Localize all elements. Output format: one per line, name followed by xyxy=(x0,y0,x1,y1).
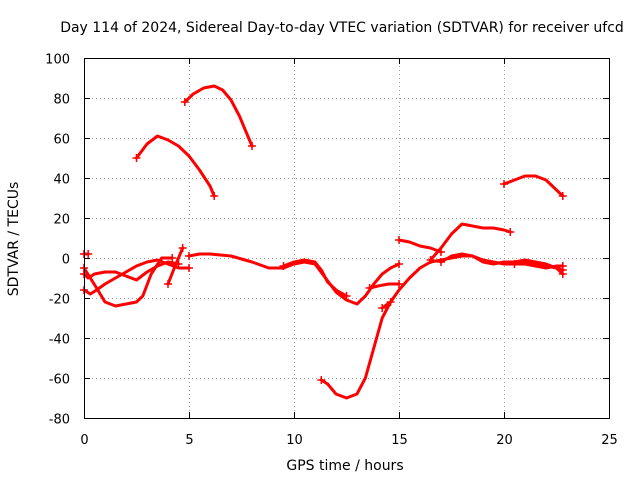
series-line xyxy=(282,258,348,298)
series-arc-5 xyxy=(164,244,187,288)
y-tick-label: 0 xyxy=(62,253,70,268)
x-tick-label: 15 xyxy=(391,433,408,448)
data-point-marker xyxy=(395,280,403,288)
y-tick-label: 80 xyxy=(53,93,70,108)
series-arc-12 xyxy=(378,254,567,312)
series-arc-4 xyxy=(80,250,93,258)
series-arc-14 xyxy=(426,222,515,264)
y-tick-label: -80 xyxy=(49,413,70,428)
data-point-marker xyxy=(510,260,519,268)
data-point-marker xyxy=(164,280,172,288)
y-tick-label: 20 xyxy=(53,213,70,228)
data-point-marker xyxy=(84,250,93,258)
series-line xyxy=(502,174,565,198)
x-tick-label: 10 xyxy=(286,433,303,448)
y-tick-label: -40 xyxy=(49,333,70,348)
y-tick-label: -20 xyxy=(49,293,70,308)
data-point-marker xyxy=(210,192,219,200)
data-point-marker xyxy=(365,284,374,292)
data-point-marker xyxy=(500,180,508,188)
series-arc-11 xyxy=(365,280,403,292)
data-point-marker xyxy=(378,304,387,312)
data-point-marker xyxy=(558,262,567,270)
data-point-marker xyxy=(395,236,403,244)
series-line xyxy=(82,256,174,308)
data-point-marker xyxy=(342,292,351,300)
y-tick-label: 60 xyxy=(53,133,70,148)
series-line xyxy=(135,134,216,198)
data-point-marker xyxy=(558,192,567,200)
series-layer xyxy=(80,84,567,400)
data-point-marker xyxy=(395,260,403,268)
data-point-marker xyxy=(437,258,445,266)
chart-title: Day 114 of 2024, Sidereal Day-to-day VTE… xyxy=(60,20,624,36)
data-point-marker xyxy=(506,228,515,236)
series-line xyxy=(166,246,185,286)
data-point-marker xyxy=(317,376,326,384)
data-point-marker xyxy=(248,142,256,150)
gridlines xyxy=(84,58,609,418)
data-point-marker xyxy=(185,252,193,260)
plot-frame xyxy=(84,58,610,419)
data-point-marker xyxy=(185,264,193,272)
series-arc-7 xyxy=(180,84,256,150)
y-tick-label: -60 xyxy=(49,373,70,388)
series-arc-6 xyxy=(132,134,219,200)
series-line xyxy=(82,260,180,282)
data-point-marker xyxy=(180,98,189,106)
series-line xyxy=(380,254,565,310)
series-arc-16 xyxy=(500,174,567,200)
y-tick-labels: -80 -60 -40 -20 0 20 40 60 80 100 xyxy=(45,53,70,428)
data-point-marker xyxy=(279,262,288,270)
x-tick-label: 5 xyxy=(185,433,193,448)
series-arc-10 xyxy=(317,298,395,400)
series-line xyxy=(183,84,254,148)
x-tick-label: 20 xyxy=(496,433,513,448)
x-tick-labels: 0 5 10 15 20 25 xyxy=(80,433,617,448)
series-line xyxy=(319,300,393,400)
series-arc-15 xyxy=(437,252,567,278)
series-line xyxy=(368,282,401,290)
data-point-marker xyxy=(426,256,435,264)
data-point-marker xyxy=(558,270,567,278)
series-arc-9 xyxy=(279,258,351,300)
y-tick-label: 40 xyxy=(53,173,70,188)
y-axis-label: SDTVAR / TECUs xyxy=(6,182,22,297)
series-line xyxy=(429,222,512,262)
x-axis-label: GPS time / hours xyxy=(286,458,403,474)
series-line xyxy=(82,258,191,296)
data-point-marker xyxy=(132,154,141,162)
y-tick-label: 100 xyxy=(45,53,70,68)
series-line xyxy=(513,262,565,270)
series-line xyxy=(397,238,443,254)
x-tick-label: 25 xyxy=(601,433,618,448)
data-point-marker xyxy=(168,254,177,262)
series-line xyxy=(439,252,565,276)
tick-marks xyxy=(84,58,610,419)
x-tick-label: 0 xyxy=(80,433,88,448)
data-point-marker xyxy=(178,244,187,252)
series-arc-17 xyxy=(510,260,567,270)
